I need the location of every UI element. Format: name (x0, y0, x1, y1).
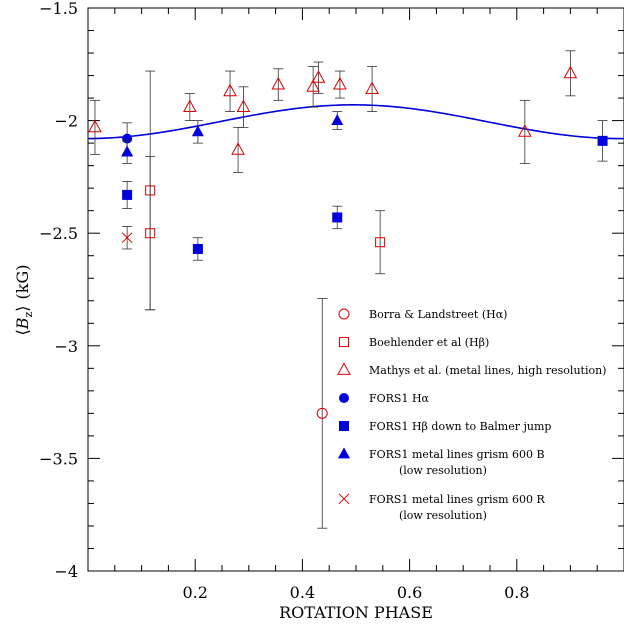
data-point (122, 189, 133, 200)
legend-label: Mathys et al. (metal lines, high resolut… (369, 364, 606, 377)
data-point (231, 142, 245, 155)
x-tick-label: 0.6 (397, 583, 422, 602)
data-point (517, 124, 532, 137)
data-point (306, 79, 320, 92)
y-tick-label: −1.5 (39, 0, 78, 18)
y-tick-label: −3.5 (39, 449, 78, 468)
legend-marker (339, 337, 349, 347)
legend-label-cont: (low resolution) (399, 509, 487, 522)
data-point (236, 99, 251, 112)
x-marker-stroke (121, 232, 133, 244)
x-marker-stroke (338, 493, 350, 505)
y-axis-label-sub: z (22, 312, 35, 318)
legend-marker (339, 393, 349, 403)
legend-marker (338, 493, 350, 505)
legend: Borra & Landstreet (Hα) Boehlender et al … (337, 308, 606, 522)
legend-label: Boehlender et al (Hβ) (369, 336, 489, 349)
y-tick-label: −3 (54, 337, 78, 356)
y-axis-label-unit: (kG) (13, 264, 32, 299)
y-axis-label-close: ⟩ (13, 305, 32, 311)
data-point (563, 65, 578, 79)
data-point (182, 99, 197, 112)
data-point (331, 114, 344, 125)
data-point (333, 76, 347, 90)
y-tick-label: −2 (54, 112, 78, 131)
fit-curve (87, 104, 624, 140)
legend-label: FORS1 Hβ down to Balmer jump (369, 420, 551, 433)
data-point (88, 119, 102, 133)
y-axis-label-var: B (13, 317, 32, 330)
data-point (192, 243, 203, 254)
y-tick-label: −4 (54, 562, 78, 581)
data-point (375, 237, 386, 248)
legend-marker (338, 447, 350, 459)
data-point (271, 76, 286, 90)
data-point (223, 83, 237, 97)
data-point (365, 81, 379, 94)
data-point (145, 228, 156, 239)
y-axis-label: ⟨Bz⟩ (kG) (13, 264, 35, 335)
y-axis-label-open: ⟨ (13, 329, 32, 335)
data-point (121, 145, 134, 157)
legend-marker (338, 308, 350, 320)
axis-ticks: 0.2 0.4 0.6 0.8 −1.5 −2 −2.5 −3 −3.5 −4 (39, 0, 624, 602)
data-point (316, 407, 328, 419)
legend-marker (337, 362, 351, 375)
data-points (88, 50, 608, 529)
plot-frame (87, 7, 624, 572)
legend-marker (339, 421, 349, 431)
legend-label: Borra & Landstreet (Hα) (369, 308, 507, 321)
data-point (597, 135, 608, 146)
legend-label: FORS1 metal lines grism 600 B (369, 448, 545, 461)
data-point (191, 125, 204, 137)
y-tick-label: −2.5 (39, 224, 78, 243)
data-point (121, 232, 133, 244)
legend-label: FORS1 metal lines grism 600 R (369, 493, 546, 506)
data-point (311, 70, 326, 83)
x-tick-label: 0.2 (182, 583, 207, 602)
x-tick-label: 0.4 (290, 583, 315, 602)
legend-label-cont: (low resolution) (399, 464, 487, 477)
x-tick-label: 0.8 (504, 583, 529, 602)
legend-label: FORS1 Hα (369, 392, 430, 405)
data-point (332, 212, 343, 223)
x-axis-label: ROTATION PHASE (279, 603, 433, 622)
